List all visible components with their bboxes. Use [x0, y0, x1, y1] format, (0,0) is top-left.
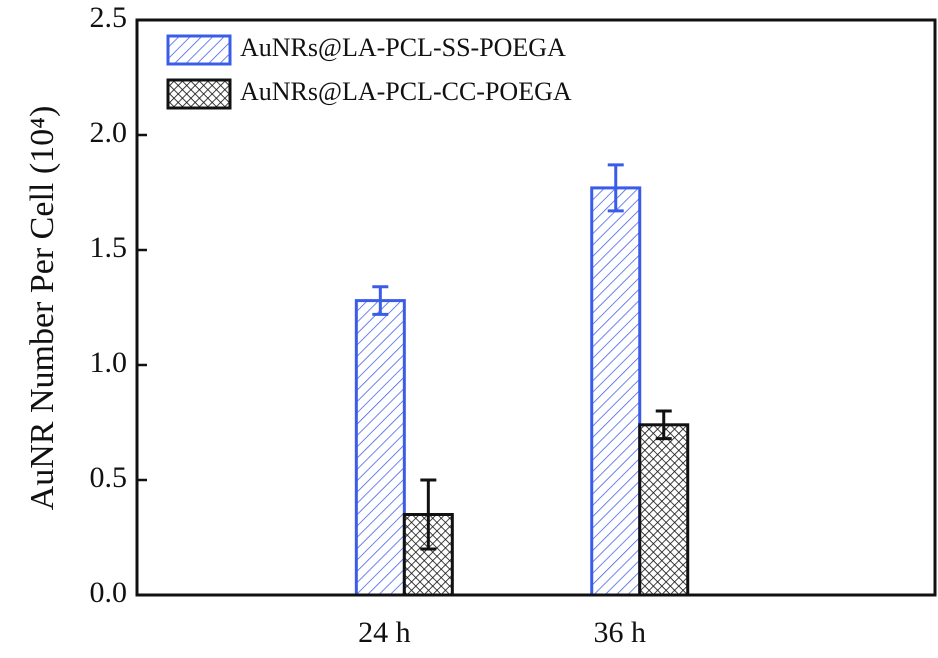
y-tick-label: 2.0	[90, 116, 128, 149]
bar	[638, 423, 690, 597]
error-bar	[607, 163, 624, 213]
y-tick-label: 1.0	[90, 346, 128, 379]
bar	[590, 186, 642, 597]
error-bar	[372, 285, 389, 316]
legend-label: AuNRs@LA-PCL-SS-POEGA	[240, 33, 566, 62]
y-tick-label: 2.5	[90, 1, 128, 34]
plot-frame	[135, 18, 937, 597]
y-tick-label: 0.0	[90, 576, 128, 609]
error-bar	[655, 409, 672, 441]
y-axis-label: AuNR Number Per Cell (10⁴)	[24, 106, 61, 511]
bar	[354, 299, 406, 597]
error-bar	[420, 478, 437, 551]
x-tick-label: 36 h	[593, 616, 646, 649]
y-tick-label: 0.5	[90, 461, 128, 494]
legend-swatch	[166, 78, 232, 110]
y-tick-label: 1.5	[90, 231, 128, 264]
legend-swatch	[166, 34, 232, 66]
x-tick-label: 24 h	[358, 616, 411, 649]
legend-label: AuNRs@LA-PCL-CC-POEGA	[240, 77, 572, 106]
